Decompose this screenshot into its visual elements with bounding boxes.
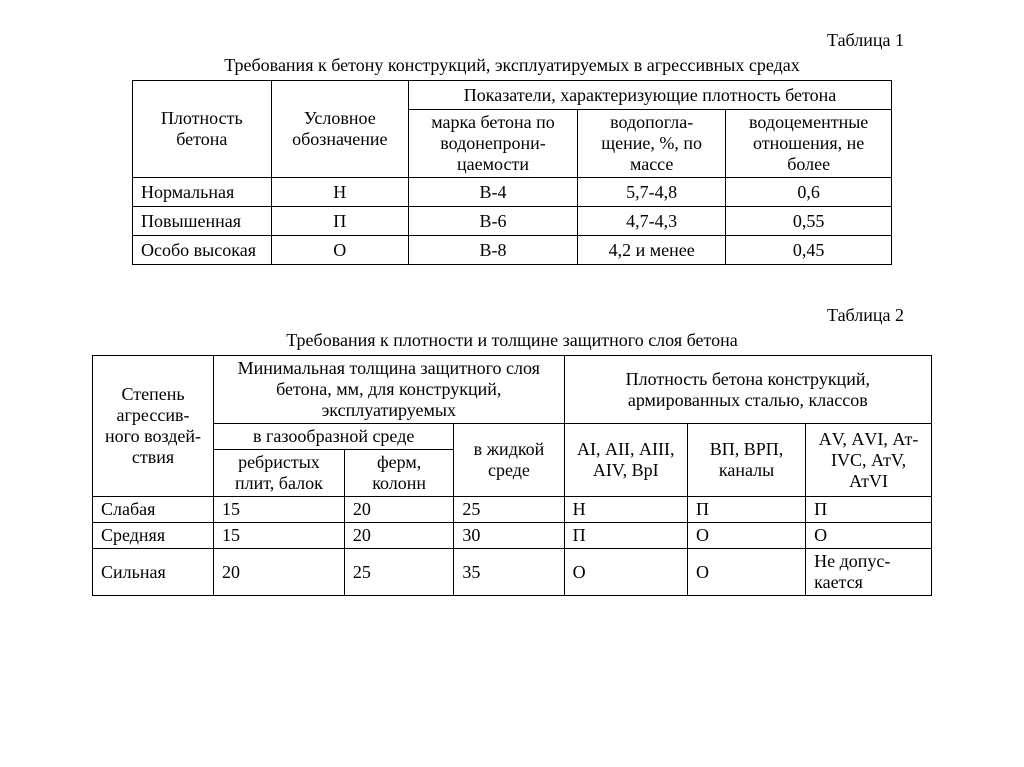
t2-h-col1: ребристых плит, балок bbox=[214, 450, 345, 497]
t1-r2-c1: О bbox=[271, 236, 408, 265]
table1: Плотность бетона Условное обозначение По… bbox=[132, 80, 892, 265]
t1-r2-c4: 0,45 bbox=[726, 236, 892, 265]
t2-r2-c3: 35 bbox=[454, 549, 564, 596]
t1-r1-c4: 0,55 bbox=[726, 207, 892, 236]
table-row: Сильная 20 25 35 О О Не допус- кается bbox=[93, 549, 932, 596]
t2-r0-c1: 15 bbox=[214, 497, 345, 523]
t2-h-col4: АI, АII, АIII, АIV, ВрI bbox=[564, 424, 687, 497]
t2-r2-c2: 25 bbox=[344, 549, 454, 596]
t2-r2-c1: 20 bbox=[214, 549, 345, 596]
table-row: Слабая 15 20 25 Н П П bbox=[93, 497, 932, 523]
table2-caption: Требования к плотности и толщине защитно… bbox=[60, 330, 964, 351]
t1-r0-c2: В-4 bbox=[408, 178, 577, 207]
t2-r0-c2: 20 bbox=[344, 497, 454, 523]
table2: Степень агрессив- ного воздей- ствия Мин… bbox=[92, 355, 932, 596]
t1-r1-c2: В-6 bbox=[408, 207, 577, 236]
table-row: Повышенная П В-6 4,7-4,3 0,55 bbox=[133, 207, 892, 236]
t1-r0-c3: 5,7-4,8 bbox=[578, 178, 726, 207]
t1-h-col0: Плотность бетона bbox=[133, 81, 272, 178]
table1-caption: Требования к бетону конструкций, эксплуа… bbox=[60, 55, 964, 76]
t2-h-col6: АV, АVI, Ат-IVС, АтV, АтVI bbox=[806, 424, 932, 497]
t1-r0-c1: Н bbox=[271, 178, 408, 207]
t1-r1-c3: 4,7-4,3 bbox=[578, 207, 726, 236]
table2-label: Таблица 2 bbox=[60, 305, 904, 326]
t2-r0-c0: Слабая bbox=[93, 497, 214, 523]
t2-r0-c6: П bbox=[806, 497, 932, 523]
t1-r2-c0: Особо высокая bbox=[133, 236, 272, 265]
t2-r1-c6: О bbox=[806, 523, 932, 549]
t1-h-col4: водоцементные отношения, не более bbox=[726, 110, 892, 178]
t2-h-groupA: Минимальная толщина защитного слоя бетон… bbox=[214, 356, 565, 424]
table-row: Особо высокая О В-8 4,2 и менее 0,45 bbox=[133, 236, 892, 265]
t1-r0-c4: 0,6 bbox=[726, 178, 892, 207]
t2-r2-c4: О bbox=[564, 549, 687, 596]
t2-r2-c5: О bbox=[687, 549, 805, 596]
t1-r1-c1: П bbox=[271, 207, 408, 236]
t2-r0-c4: Н bbox=[564, 497, 687, 523]
t1-h-col1: Условное обозначение bbox=[271, 81, 408, 178]
t2-r1-c2: 20 bbox=[344, 523, 454, 549]
t2-h-col3: в жидкой среде bbox=[454, 424, 564, 497]
t1-r2-c3: 4,2 и менее bbox=[578, 236, 726, 265]
t2-r0-c3: 25 bbox=[454, 497, 564, 523]
t1-r0-c0: Нормальная bbox=[133, 178, 272, 207]
t2-r1-c1: 15 bbox=[214, 523, 345, 549]
t2-r2-c0: Сильная bbox=[93, 549, 214, 596]
t2-h-groupB: Плотность бетона конструкций, армированн… bbox=[564, 356, 931, 424]
table-row: Средняя 15 20 30 П О О bbox=[93, 523, 932, 549]
t1-h-col3: водопогла- щение, %, по массе bbox=[578, 110, 726, 178]
t2-h-subA: в газообразной среде bbox=[214, 424, 454, 450]
t2-h-col2: ферм, колонн bbox=[344, 450, 454, 497]
t1-r2-c2: В-8 bbox=[408, 236, 577, 265]
t2-r0-c5: П bbox=[687, 497, 805, 523]
t2-r1-c0: Средняя bbox=[93, 523, 214, 549]
t2-h-col0: Степень агрессив- ного воздей- ствия bbox=[93, 356, 214, 497]
table-row: Нормальная Н В-4 5,7-4,8 0,6 bbox=[133, 178, 892, 207]
t1-h-group: Показатели, характеризующие плотность бе… bbox=[408, 81, 891, 110]
t2-r1-c5: О bbox=[687, 523, 805, 549]
t2-r1-c4: П bbox=[564, 523, 687, 549]
t1-r1-c0: Повышенная bbox=[133, 207, 272, 236]
table1-label: Таблица 1 bbox=[60, 30, 904, 51]
t2-r2-c6: Не допус- кается bbox=[806, 549, 932, 596]
t1-h-col2: марка бетона по водонепрони- цаемости bbox=[408, 110, 577, 178]
t2-h-col5: ВП, ВРП, каналы bbox=[687, 424, 805, 497]
t2-r1-c3: 30 bbox=[454, 523, 564, 549]
